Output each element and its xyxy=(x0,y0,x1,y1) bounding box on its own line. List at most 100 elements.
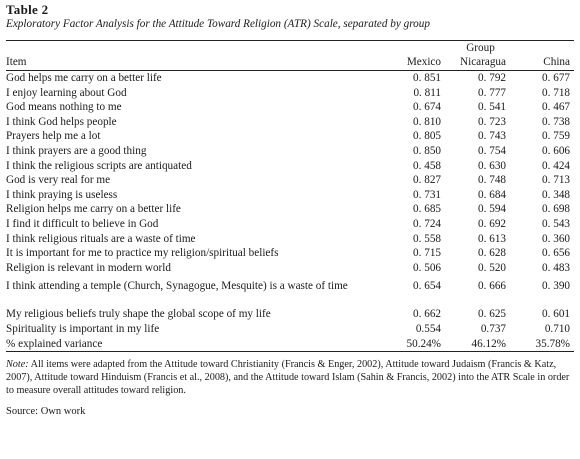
mexico-cell: 0. 458 xyxy=(413,159,441,172)
china-cell: 0. 677 xyxy=(542,72,570,84)
china-cell: 0. 718 xyxy=(542,86,570,99)
china-cell: 0. 656 xyxy=(542,247,570,260)
table-caption: Exploratory Factor Analysis for the Atti… xyxy=(6,18,430,30)
table-label: Table 2 xyxy=(6,2,49,17)
item-cell: Religion is relevant in modern world xyxy=(6,261,171,274)
table-row: Religion is relevant in modern world 0. … xyxy=(6,261,574,276)
table-row: I think God helps people 0. 810 0. 723 0… xyxy=(6,115,574,130)
mexico-cell: 0. 731 xyxy=(413,188,441,201)
table-row: I think prayers are a good thing 0. 850 … xyxy=(6,144,574,159)
china-cell: 0. 424 xyxy=(542,159,570,172)
source-line: Source: Own work xyxy=(6,405,86,417)
item-cell: God means nothing to me xyxy=(6,101,122,114)
top-rule xyxy=(6,40,574,41)
item-cell: I enjoy learning about God xyxy=(6,86,127,99)
table-figure: Table 2 Exploratory Factor Analysis for … xyxy=(6,2,574,418)
nicaragua-cell: 0. 723 xyxy=(478,115,506,128)
china-variance: 35.78% xyxy=(514,336,574,352)
variance-label: % explained variance xyxy=(6,336,391,352)
china-cell: 0. 483 xyxy=(542,261,570,274)
nicaragua-cell: 0.737 xyxy=(480,322,506,335)
nicaragua-cell: 0. 754 xyxy=(478,144,506,157)
china-cell: 0. 713 xyxy=(542,174,570,187)
nicaragua-cell: 0. 777 xyxy=(478,86,506,99)
china-cell: 0. 606 xyxy=(542,144,570,157)
table-row: God helps me carry on a better life 0. 8… xyxy=(6,71,574,86)
table-row: I think praying is useless 0. 731 0. 684… xyxy=(6,188,574,203)
mexico-cell: 0. 674 xyxy=(413,101,441,114)
mexico-column-header: Mexico xyxy=(391,55,447,71)
factor-table: Group Item Mexico Nicaragua China God he… xyxy=(6,41,574,352)
item-cell: Religion helps me carry on a better life xyxy=(6,203,181,216)
table-row: I find it difficult to believe in God 0.… xyxy=(6,217,574,232)
table-row: I think religious rituals are a waste of… xyxy=(6,232,574,247)
mexico-cell: 0.554 xyxy=(415,322,441,335)
table-row: I enjoy learning about God 0. 811 0. 777… xyxy=(6,86,574,101)
variance-row: % explained variance 50.24% 46.12% 35.78… xyxy=(6,336,574,352)
item-cell: God helps me carry on a better life xyxy=(6,72,162,84)
mexico-cell: 0. 558 xyxy=(413,232,441,245)
mexico-cell: 0. 827 xyxy=(413,174,441,187)
china-cell: 0. 543 xyxy=(542,217,570,230)
china-cell: 0. 348 xyxy=(542,188,570,201)
table-row: Spirituality is important in my life 0.5… xyxy=(6,322,574,337)
nicaragua-cell: 0. 541 xyxy=(478,101,506,114)
nicaragua-cell: 0. 792 xyxy=(478,72,506,84)
nicaragua-cell: 0. 748 xyxy=(478,174,506,187)
item-cell: Prayers help me a lot xyxy=(6,130,101,143)
mexico-cell: 0. 724 xyxy=(413,217,441,230)
mexico-cell: 0. 662 xyxy=(413,308,441,321)
china-cell: 0.710 xyxy=(544,322,570,335)
item-cell: My religious beliefs truly shape the glo… xyxy=(6,308,271,321)
table-row: God means nothing to me 0. 674 0. 541 0.… xyxy=(6,100,574,115)
china-cell: 0. 738 xyxy=(542,115,570,128)
group-label: Group xyxy=(466,42,495,54)
item-cell: I think praying is useless xyxy=(6,188,118,201)
nicaragua-cell: 0. 692 xyxy=(478,217,506,230)
item-column-header: Item xyxy=(6,55,391,71)
item-cell: I find it difficult to believe in God xyxy=(6,217,159,230)
table-row: God is very real for me 0. 827 0. 748 0.… xyxy=(6,173,574,188)
mexico-cell: 0. 715 xyxy=(413,247,441,260)
item-cell: God is very real for me xyxy=(6,174,111,187)
mexico-cell: 0. 506 xyxy=(413,261,441,274)
nicaragua-cell: 0. 520 xyxy=(478,261,506,274)
nicaragua-cell: 0. 684 xyxy=(478,188,506,201)
item-cell: I think prayers are a good thing xyxy=(6,144,147,157)
item-cell: I think God helps people xyxy=(6,115,117,128)
item-cell: I think attending a temple (Church, Syna… xyxy=(6,280,348,293)
china-cell: 0. 360 xyxy=(542,232,570,245)
mexico-cell: 0. 810 xyxy=(413,115,441,128)
mexico-cell: 0. 685 xyxy=(413,203,441,216)
mexico-cell: 0. 811 xyxy=(413,86,441,99)
china-column-header: China xyxy=(514,55,574,71)
nicaragua-cell: 0. 743 xyxy=(478,130,506,143)
nicaragua-cell: 0. 666 xyxy=(478,280,506,293)
table-row: It is important for me to practice my re… xyxy=(6,246,574,261)
group-header-row: Group xyxy=(6,41,574,55)
mexico-variance: 50.24% xyxy=(391,336,447,352)
mexico-cell: 0. 851 xyxy=(413,72,441,84)
nicaragua-cell: 0. 625 xyxy=(478,308,506,321)
item-cell: I think the religious scripts are antiqu… xyxy=(6,159,192,172)
china-cell: 0. 467 xyxy=(542,101,570,114)
row-spacer xyxy=(6,297,574,307)
table-row: Religion helps me carry on a better life… xyxy=(6,202,574,217)
china-cell: 0. 601 xyxy=(542,308,570,321)
table-row: My religious beliefs truly shape the glo… xyxy=(6,307,574,322)
nicaragua-cell: 0. 613 xyxy=(478,232,506,245)
table-row: Prayers help me a lot 0. 805 0. 743 0. 7… xyxy=(6,129,574,144)
nicaragua-variance: 46.12% xyxy=(447,336,514,352)
nicaragua-cell: 0. 630 xyxy=(478,159,506,172)
china-cell: 0. 390 xyxy=(542,280,570,293)
item-cell: Spirituality is important in my life xyxy=(6,322,160,335)
note-label: Note: xyxy=(6,358,29,370)
china-cell: 0. 698 xyxy=(542,203,570,216)
item-cell: It is important for me to practice my re… xyxy=(6,247,279,260)
item-cell: I think religious rituals are a waste of… xyxy=(6,232,196,245)
nicaragua-cell: 0. 594 xyxy=(478,203,506,216)
nicaragua-column-header: Nicaragua xyxy=(447,55,514,71)
mexico-cell: 0. 654 xyxy=(413,280,441,293)
china-cell: 0. 759 xyxy=(542,130,570,143)
table-note: Note: All items were adapted from the At… xyxy=(6,358,574,397)
